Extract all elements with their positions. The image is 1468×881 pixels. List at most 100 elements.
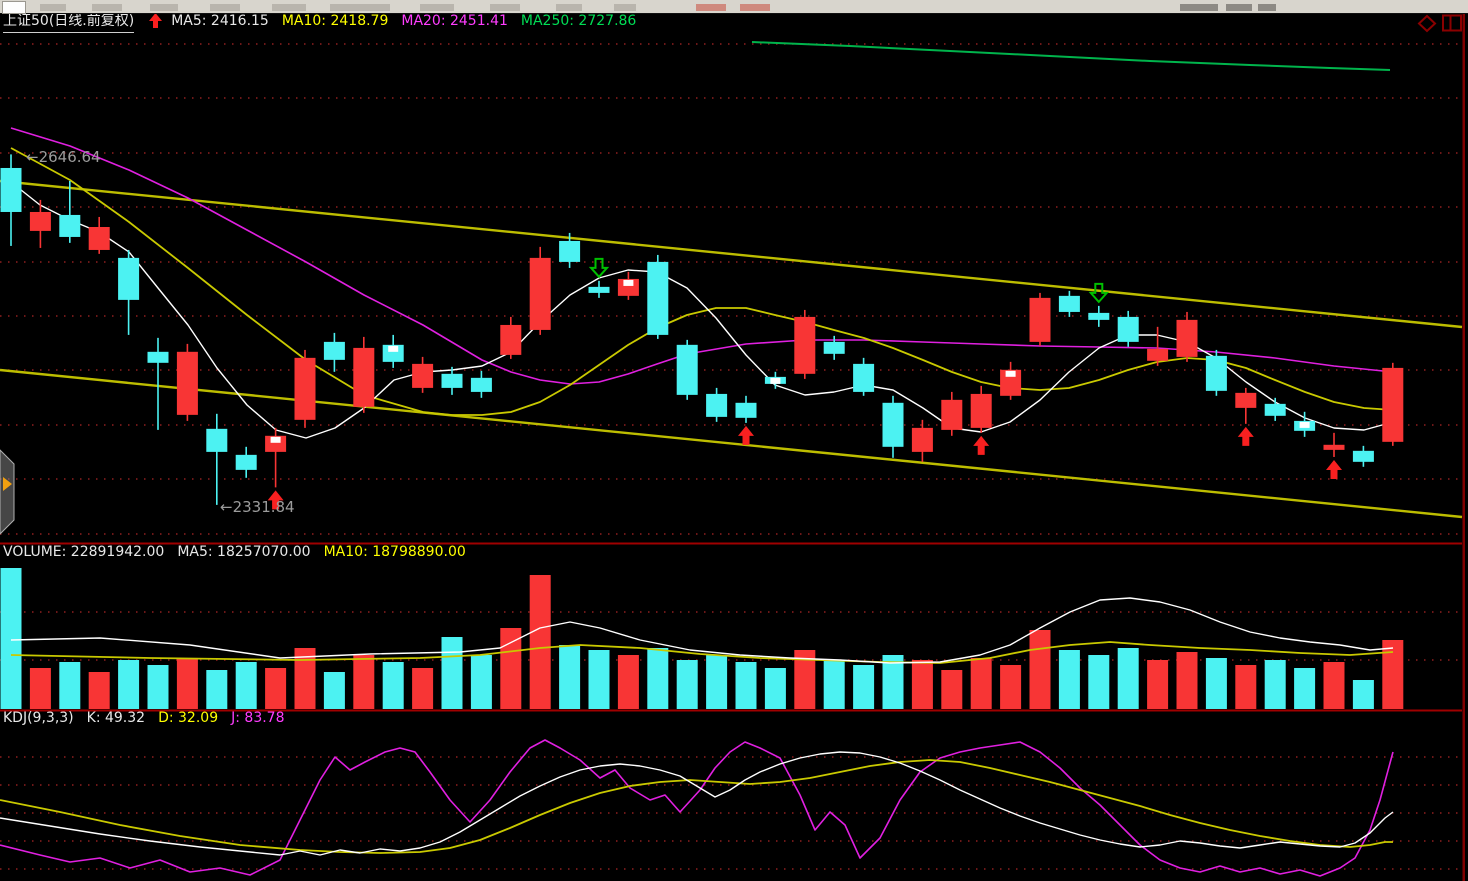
ma5-value: MA5: 2416.15 xyxy=(171,13,269,29)
left-slideout-handle[interactable] xyxy=(0,449,15,535)
volume-bar xyxy=(559,645,581,709)
candle-body xyxy=(118,257,140,300)
candle-body xyxy=(882,402,904,447)
volume-bar xyxy=(588,650,610,709)
kdj-j-value: J: 83.78 xyxy=(231,710,285,726)
candle-body xyxy=(1264,403,1286,416)
toolbar-button-stub[interactable] xyxy=(272,4,306,11)
toolbar-logo-chip[interactable] xyxy=(2,1,26,14)
volume-bar xyxy=(1323,662,1345,709)
candle-body xyxy=(323,341,345,360)
candle-body xyxy=(970,393,992,428)
kdj-j-line xyxy=(0,739,1394,877)
candle-body xyxy=(59,214,81,237)
candle-body xyxy=(941,399,963,430)
toolbar-button-stub[interactable] xyxy=(614,4,636,11)
volume-ma5-line xyxy=(10,597,1394,664)
open-marker xyxy=(388,345,399,352)
volume-bar xyxy=(529,575,551,709)
candle-body xyxy=(588,286,610,293)
toolbar-button-stub[interactable] xyxy=(92,4,122,11)
volume-bar xyxy=(0,568,22,709)
volume-bar xyxy=(206,670,228,709)
volume-bar xyxy=(882,655,904,709)
volume-bar xyxy=(470,655,492,709)
volume-ma10-value: MA10: 18798890.00 xyxy=(323,544,466,560)
toolbar-button-stub-red[interactable] xyxy=(740,4,770,11)
volume-bar xyxy=(706,655,728,709)
toolbar-button-stub[interactable] xyxy=(490,4,520,11)
open-marker xyxy=(1299,421,1310,428)
toolbar-button-stub[interactable] xyxy=(420,4,454,11)
open-marker xyxy=(770,377,781,384)
volume-bar xyxy=(794,650,816,709)
volume-bar xyxy=(823,660,845,709)
volume-bar xyxy=(29,668,51,709)
volume-bar xyxy=(647,648,669,709)
volume-bar xyxy=(1117,648,1139,709)
candle-body xyxy=(617,278,639,296)
buy-signal-arrow-icon xyxy=(1326,459,1342,479)
candle-body xyxy=(794,316,816,374)
candle-body xyxy=(176,351,198,415)
volume-bar xyxy=(1058,650,1080,709)
high-price-annotation: ←2646.64 xyxy=(26,148,101,166)
candle-body xyxy=(265,435,287,452)
volume-bar xyxy=(235,662,257,709)
candle-body xyxy=(29,211,51,231)
toolbar-button-stub[interactable] xyxy=(210,4,240,11)
candle-body xyxy=(1352,450,1374,462)
volume-bar xyxy=(382,662,404,709)
volume-bar xyxy=(676,660,698,709)
volume-bar xyxy=(323,672,345,709)
right-border xyxy=(1462,13,1465,881)
candle-body xyxy=(382,344,404,362)
candle-body xyxy=(676,344,698,395)
open-marker xyxy=(1005,370,1016,377)
toolbar-button-stub[interactable] xyxy=(40,4,66,11)
candle-body xyxy=(529,257,551,330)
volume-header: VOLUME: 22891942.00 MA5: 18257070.00 MA1… xyxy=(3,544,466,561)
candle-body xyxy=(1147,348,1169,361)
symbol-title[interactable]: 上证50(日线.前复权) xyxy=(3,13,135,33)
sell-signal-arrow-icon xyxy=(1088,282,1110,304)
candle-body xyxy=(1058,295,1080,312)
ma250-line xyxy=(751,41,1391,71)
volume-bar xyxy=(1294,668,1316,709)
kdj-name: KDJ(9,3,3) xyxy=(3,710,74,726)
candle-body xyxy=(853,363,875,392)
ma5-line xyxy=(10,181,1394,439)
candle-body xyxy=(235,454,257,470)
volume-bar xyxy=(764,668,786,709)
diamond-icon[interactable] xyxy=(1417,14,1437,33)
candle-body xyxy=(1382,367,1404,442)
up-arrow-icon xyxy=(149,13,163,33)
toolbar-button-stub[interactable] xyxy=(556,4,582,11)
candle-body xyxy=(412,363,434,388)
candle-body xyxy=(1323,444,1345,450)
candle-body xyxy=(147,351,169,363)
volume-value: VOLUME: 22891942.00 xyxy=(3,544,165,560)
candle-body xyxy=(1176,319,1198,357)
volume-bar xyxy=(617,655,639,709)
trend-channel-line xyxy=(0,179,1463,329)
buy-signal-arrow-icon xyxy=(738,425,754,445)
volume-bar xyxy=(1029,630,1051,709)
candle-body xyxy=(1117,316,1139,342)
volume-bar xyxy=(1264,660,1286,709)
volume-bar xyxy=(1205,658,1227,709)
ma20-line xyxy=(10,127,1394,385)
volume-bar xyxy=(294,648,316,709)
volume-bar xyxy=(412,668,434,709)
volume-bar xyxy=(1352,680,1374,709)
toolbar-button-stub[interactable] xyxy=(330,4,390,11)
candle-body xyxy=(647,261,669,335)
candle-body xyxy=(0,167,22,212)
split-window-icon[interactable] xyxy=(1442,14,1462,32)
toolbar-button-stub[interactable] xyxy=(150,4,178,11)
volume-bar xyxy=(911,660,933,709)
volume-bar xyxy=(353,655,375,709)
volume-bar xyxy=(441,637,463,709)
toolbar-button-stub-red[interactable] xyxy=(696,4,726,11)
